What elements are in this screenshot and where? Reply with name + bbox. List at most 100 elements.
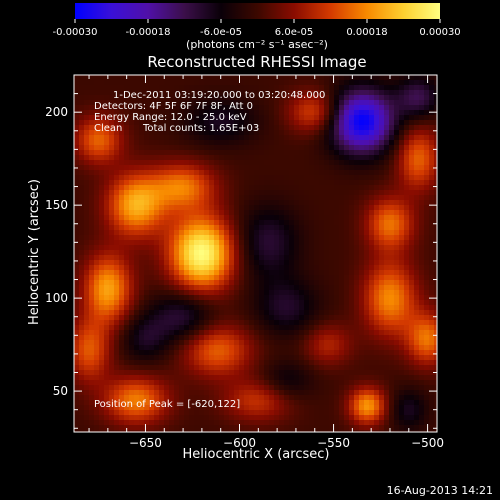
heatmap-cell	[229, 75, 235, 81]
heatmap-cell	[329, 380, 335, 386]
heatmap-cell	[229, 175, 235, 181]
heatmap-cell	[114, 215, 120, 221]
heatmap-cell	[159, 405, 165, 411]
heatmap-cell	[134, 115, 140, 121]
heatmap-cell	[359, 150, 365, 156]
heatmap-cell	[99, 370, 105, 376]
heatmap-cell	[334, 130, 340, 136]
heatmap-cell	[204, 385, 210, 391]
heatmap-cell	[294, 170, 300, 176]
heatmap-cell	[334, 80, 340, 86]
heatmap-cell	[284, 235, 290, 241]
heatmap-cell	[144, 175, 150, 181]
heatmap-cell	[389, 205, 395, 211]
heatmap-cell	[144, 165, 150, 171]
heatmap-cell	[294, 335, 300, 341]
heatmap-cell	[264, 270, 270, 276]
heatmap-cell	[394, 385, 400, 391]
heatmap-cell	[329, 395, 335, 401]
heatmap-cell	[129, 255, 135, 261]
heatmap-cell	[429, 125, 435, 131]
heatmap-cell	[144, 185, 150, 191]
heatmap-cell	[359, 180, 365, 186]
heatmap-cell	[344, 325, 350, 331]
heatmap-cell	[189, 400, 195, 406]
heatmap-cell	[124, 365, 130, 371]
heatmap-cell	[154, 170, 160, 176]
heatmap-cell	[164, 410, 170, 416]
heatmap-cell	[319, 95, 325, 101]
heatmap-cell	[144, 400, 150, 406]
heatmap-cell	[374, 115, 380, 121]
heatmap-cell	[209, 285, 215, 291]
heatmap-cell	[354, 305, 360, 311]
heatmap-cell	[154, 260, 160, 266]
heatmap-cell	[319, 390, 325, 396]
heatmap-cell	[249, 350, 255, 356]
heatmap-cell	[344, 360, 350, 366]
heatmap-cell	[339, 355, 345, 361]
heatmap-cell	[89, 295, 95, 301]
heatmap-cell	[264, 145, 270, 151]
heatmap-cell	[369, 305, 375, 311]
heatmap-cell	[349, 390, 355, 396]
heatmap-cell	[229, 370, 235, 376]
heatmap-cell	[354, 195, 360, 201]
heatmap-cell	[99, 180, 105, 186]
heatmap-cell	[219, 405, 225, 411]
heatmap-cell	[99, 150, 105, 156]
heatmap-cell	[124, 220, 130, 226]
heatmap-cell	[359, 120, 365, 126]
heatmap-cell	[379, 285, 385, 291]
heatmap-cell	[244, 375, 250, 381]
heatmap-cell	[294, 300, 300, 306]
heatmap-cell	[249, 115, 255, 121]
heatmap-cell	[74, 380, 80, 386]
heatmap-cell	[264, 210, 270, 216]
heatmap-cell	[229, 150, 235, 156]
heatmap-cell	[139, 240, 145, 246]
heatmap-cell	[324, 340, 330, 346]
heatmap-cell	[314, 365, 320, 371]
heatmap-cell	[299, 175, 305, 181]
heatmap-cell	[339, 135, 345, 141]
heatmap-cell	[144, 390, 150, 396]
heatmap-cell	[144, 130, 150, 136]
heatmap-cell	[289, 85, 295, 91]
heatmap-cell	[159, 190, 165, 196]
heatmap-cell	[144, 395, 150, 401]
heatmap-cell	[74, 190, 80, 196]
heatmap-cell	[214, 95, 220, 101]
heatmap-cell	[119, 185, 125, 191]
heatmap-cell	[254, 385, 260, 391]
heatmap-cell	[199, 250, 205, 256]
heatmap-cell	[139, 325, 145, 331]
heatmap-cell	[159, 95, 165, 101]
heatmap-cell	[264, 130, 270, 136]
heatmap-cell	[299, 405, 305, 411]
heatmap-cell	[174, 345, 180, 351]
heatmap-cell	[324, 160, 330, 166]
heatmap-cell	[344, 375, 350, 381]
heatmap-cell	[424, 160, 430, 166]
heatmap-cell	[279, 100, 285, 106]
heatmap-cell	[309, 355, 315, 361]
heatmap-cell	[94, 85, 100, 91]
heatmap-cell	[424, 75, 430, 81]
heatmap-cell	[219, 90, 225, 96]
heatmap-cell	[339, 240, 345, 246]
heatmap-cell	[184, 280, 190, 286]
heatmap-cell	[294, 325, 300, 331]
heatmap-cell	[409, 305, 415, 311]
heatmap-cell	[409, 230, 415, 236]
heatmap-cell	[219, 85, 225, 91]
heatmap-cell	[129, 185, 135, 191]
heatmap-cell	[274, 210, 280, 216]
heatmap-cell	[299, 130, 305, 136]
heatmap-cell	[109, 210, 115, 216]
heatmap-cell	[434, 260, 437, 266]
heatmap-cell	[349, 395, 355, 401]
heatmap-cell	[414, 320, 420, 326]
heatmap-cell	[129, 120, 135, 126]
heatmap-cell	[164, 335, 170, 341]
